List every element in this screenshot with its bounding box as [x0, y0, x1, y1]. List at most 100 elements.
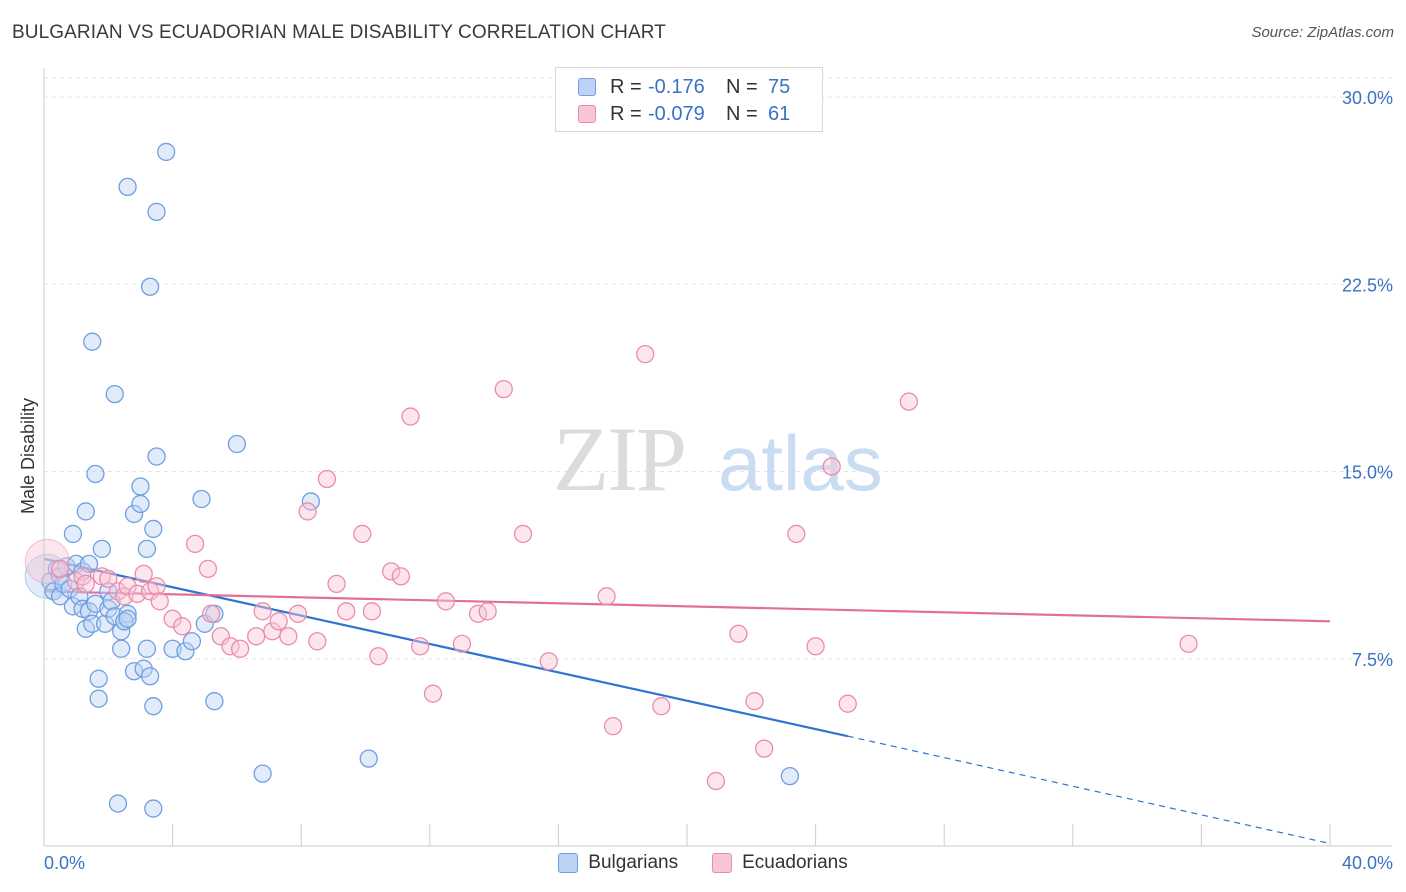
point-ecuadorians — [269, 612, 288, 631]
point-bulgarians — [176, 642, 195, 661]
point-ecuadorians — [636, 345, 655, 364]
legend-swatch-ecuadorians — [712, 853, 733, 873]
point-bulgarians — [83, 332, 102, 351]
legend-n-label: N = — [726, 102, 758, 125]
point-ecuadorians — [185, 534, 205, 554]
point-bulgarians — [95, 614, 115, 633]
point-ecuadorians — [230, 639, 250, 658]
point-ecuadorians-large — [24, 538, 70, 584]
point-ecuadorians — [253, 602, 272, 621]
source-label[interactable]: Source: ZipAtlas.com — [1251, 24, 1394, 41]
point-ecuadorians — [401, 407, 420, 426]
point-bulgarians — [89, 669, 108, 688]
point-bulgarians — [112, 639, 131, 658]
y-tick-label: 30.0% — [1342, 88, 1393, 108]
legend-row-bulgarians: R = -0.176 N = 75 — [578, 72, 790, 102]
legend-r-value: -0.176 — [648, 75, 705, 98]
correlation-legend: R = -0.176 N = 75 R = -0.079 N = 61 — [555, 67, 823, 132]
point-bulgarians — [83, 614, 102, 633]
point-ecuadorians — [337, 602, 356, 621]
point-ecuadorians — [353, 524, 372, 544]
point-ecuadorians — [317, 469, 337, 489]
watermark-atlas: atlas — [718, 419, 883, 507]
point-ecuadorians — [173, 617, 192, 636]
legend-label-bulgarians: Bulgarians — [588, 852, 679, 873]
trend-lines — [43, 557, 1331, 845]
y-tick-label: 22.5% — [1342, 275, 1393, 295]
point-ecuadorians — [755, 739, 774, 758]
y-tick-label: 15.0% — [1342, 463, 1393, 483]
point-ecuadorians — [706, 771, 726, 791]
point-ecuadorians — [652, 697, 671, 716]
point-bulgarians — [124, 504, 144, 524]
point-bulgarians — [89, 689, 108, 708]
legend-swatch-ecuadorians — [578, 105, 596, 123]
point-bulgarians — [115, 612, 134, 631]
axis-labels: 7.5% 15.0% 22.5% 30.0% 0.0% 40.0% Male Disabil… — [18, 88, 1393, 873]
point-bulgarians — [92, 539, 112, 559]
point-bulgarians — [301, 492, 320, 511]
point-ecuadorians — [50, 559, 70, 579]
point-ecuadorians — [436, 592, 456, 611]
y-axis-label: Male Disability — [18, 398, 38, 514]
point-bulgarians — [205, 692, 224, 711]
y-tick-label: 7.5% — [1352, 650, 1393, 670]
point-bulgarians — [144, 799, 163, 818]
x-tick-label: 0.0% — [44, 853, 85, 873]
point-bulgarians — [63, 524, 83, 544]
point-bulgarians — [182, 632, 202, 651]
legend-n-label: N = — [726, 75, 758, 98]
point-ecuadorians — [247, 627, 266, 646]
legend-r-label: R = — [610, 75, 642, 98]
point-ecuadorians — [298, 502, 317, 521]
point-ecuadorians — [806, 637, 825, 656]
point-ecuadorians — [150, 592, 169, 611]
legend-r-label: R = — [610, 102, 642, 125]
point-ecuadorians — [134, 564, 153, 584]
point-ecuadorians — [288, 604, 308, 623]
point-bulgarians — [118, 177, 137, 197]
legend-n-value: 75 — [768, 75, 791, 98]
legend-item-ecuadorians[interactable]: Ecuadorians — [712, 852, 848, 874]
point-bulgarians — [140, 667, 160, 686]
point-ecuadorians — [198, 559, 218, 579]
point-bulgarians — [134, 659, 153, 678]
point-bulgarians — [157, 142, 176, 162]
chart-title: BULGARIAN VS ECUADORIAN MALE DISABILITY … — [12, 22, 666, 43]
point-bulgarians — [118, 609, 137, 628]
point-ecuadorians — [411, 637, 430, 656]
point-ecuadorians — [603, 717, 623, 736]
legend-item-bulgarians[interactable]: Bulgarians — [558, 852, 678, 874]
point-bulgarians — [359, 749, 378, 768]
point-ecuadorians — [163, 609, 182, 628]
trend-line-bulgarians — [43, 557, 848, 738]
point-bulgarians — [780, 766, 800, 786]
point-ecuadorians — [539, 652, 558, 671]
point-bulgarians — [131, 477, 150, 496]
trend-line-bulgarians-extrapolated — [847, 735, 1331, 845]
point-bulgarians — [76, 502, 95, 521]
point-ecuadorians — [308, 632, 327, 651]
point-ecuadorians — [787, 524, 806, 544]
watermark-zip: ZIP — [553, 408, 685, 510]
point-ecuadorians — [118, 577, 137, 596]
series-legend: Bulgarians Ecuadorians — [0, 852, 1406, 874]
axes — [43, 68, 1392, 847]
grid-lines — [44, 77, 1392, 660]
point-bulgarians — [137, 639, 157, 658]
point-bulgarians — [105, 384, 124, 404]
legend-row-ecuadorians: R = -0.079 N = 61 — [578, 99, 790, 129]
point-ecuadorians — [494, 379, 513, 399]
trend-line-ecuadorians — [43, 590, 1331, 623]
watermark: ZIP atlas — [553, 408, 883, 510]
point-bulgarians — [131, 494, 150, 514]
point-ecuadorians — [478, 602, 497, 621]
point-ecuadorians — [1179, 634, 1198, 653]
point-ecuadorians — [745, 692, 764, 711]
point-ecuadorians — [362, 602, 382, 621]
point-bulgarians — [144, 519, 163, 539]
point-ecuadorians — [279, 627, 298, 646]
point-bulgarians — [227, 434, 247, 454]
point-ecuadorians — [452, 634, 472, 653]
